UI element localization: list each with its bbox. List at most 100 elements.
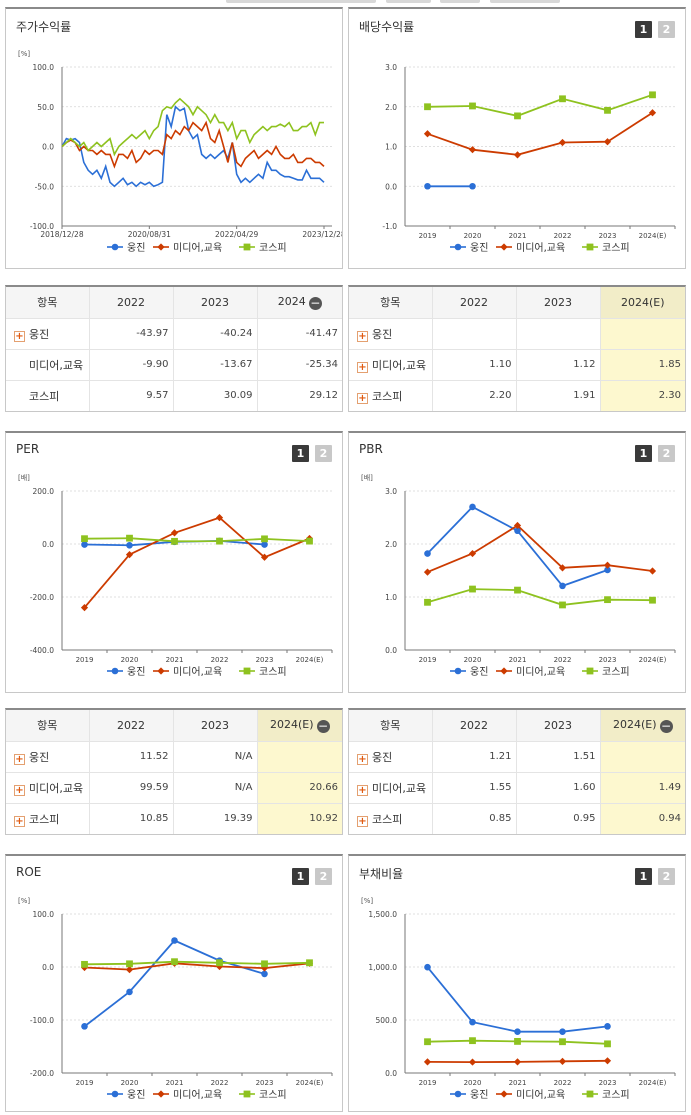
- legend-marker[interactable]: [454, 667, 462, 675]
- top-tab-4[interactable]: [490, 0, 560, 3]
- debt-ratio-data-point[interactable]: [604, 1023, 611, 1030]
- pbr-data-point[interactable]: [559, 582, 566, 590]
- top-tab-1[interactable]: [226, 0, 376, 3]
- dividend-yield-data-point[interactable]: [469, 102, 476, 110]
- dividend-yield-data-point[interactable]: [423, 130, 432, 138]
- legend-marker[interactable]: [111, 243, 119, 251]
- legend-marker[interactable]: [157, 667, 165, 675]
- pbr-data-point[interactable]: [423, 568, 432, 576]
- pbr-data-point[interactable]: [469, 503, 476, 511]
- legend-marker[interactable]: [586, 243, 594, 251]
- pbr-data-point[interactable]: [468, 549, 477, 558]
- per-data-point[interactable]: [306, 537, 313, 545]
- legend-marker[interactable]: [157, 1090, 165, 1098]
- roe-legend-item[interactable]: 미디어,교육: [153, 1089, 222, 1101]
- dividend-yield-data-point[interactable]: [424, 182, 431, 190]
- per-data-point[interactable]: [126, 534, 133, 542]
- dividend-yield-data-point[interactable]: [648, 109, 657, 117]
- debt-ratio-data-point[interactable]: [558, 1057, 567, 1065]
- expand-icon[interactable]: +: [357, 392, 368, 404]
- roe-legend-item[interactable]: 웅진: [107, 1089, 145, 1101]
- debt-ratio-legend-item[interactable]: 미디어,교육: [496, 1089, 565, 1101]
- debt-ratio-data-point[interactable]: [423, 1058, 432, 1066]
- legend-marker[interactable]: [243, 243, 251, 251]
- expand-icon[interactable]: +: [357, 330, 368, 342]
- roe-quarterly-button[interactable]: 2: [315, 868, 332, 885]
- expand-icon[interactable]: +: [357, 784, 368, 796]
- expand-icon[interactable]: +: [357, 361, 368, 373]
- debt-ratio-data-point[interactable]: [514, 1028, 521, 1035]
- pbr-data-point[interactable]: [514, 527, 521, 535]
- dividend-yield-data-point[interactable]: [468, 146, 477, 154]
- legend-marker[interactable]: [157, 243, 165, 251]
- dividend-yield-data-point[interactable]: [559, 95, 566, 103]
- debt-ratio-data-point[interactable]: [603, 1057, 612, 1065]
- roe-data-point[interactable]: [306, 959, 313, 967]
- per-annual-button[interactable]: 1: [292, 445, 309, 462]
- dividend-yield-data-point[interactable]: [558, 138, 567, 147]
- roe-annual-button[interactable]: 1: [292, 868, 309, 885]
- dividend-yield-legend-item[interactable]: 미디어,교육: [496, 242, 565, 254]
- per-data-point[interactable]: [215, 514, 224, 522]
- expand-icon[interactable]: +: [14, 753, 25, 765]
- roe-data-point[interactable]: [126, 960, 133, 968]
- expand-icon[interactable]: +: [357, 753, 368, 765]
- roe-data-point[interactable]: [261, 970, 268, 978]
- per-data-point[interactable]: [126, 542, 133, 549]
- debt-ratio-legend-item[interactable]: 웅진: [450, 1089, 488, 1101]
- legend-marker[interactable]: [586, 667, 594, 675]
- stock-return-legend-item[interactable]: 코스피: [239, 242, 287, 254]
- pbr-data-point[interactable]: [604, 566, 611, 574]
- dividend-yield-data-point[interactable]: [603, 138, 612, 146]
- debt-ratio-data-point[interactable]: [468, 1058, 477, 1066]
- roe-data-point[interactable]: [171, 937, 178, 944]
- per-legend-item[interactable]: 미디어,교육: [153, 666, 222, 678]
- pbr-legend-item[interactable]: 코스피: [582, 666, 630, 678]
- collapse-icon[interactable]: −: [316, 718, 330, 733]
- expand-icon[interactable]: +: [14, 815, 25, 827]
- pbr-quarterly-button[interactable]: 2: [658, 445, 675, 462]
- collapse-icon[interactable]: −: [659, 718, 673, 733]
- dividend-yield-data-point[interactable]: [424, 103, 431, 111]
- stock-return-legend-item[interactable]: 미디어,교육: [153, 242, 222, 254]
- pbr-data-point[interactable]: [648, 567, 657, 575]
- dividend-yield-data-point[interactable]: [514, 112, 521, 120]
- roe-data-point[interactable]: [216, 959, 223, 967]
- pbr-legend-item[interactable]: 미디어,교육: [496, 666, 565, 678]
- legend-marker[interactable]: [500, 1090, 508, 1098]
- per-legend-item[interactable]: 코스피: [239, 666, 287, 678]
- roe-data-point[interactable]: [81, 960, 88, 968]
- collapse-icon[interactable]: −: [308, 295, 322, 310]
- debt-ratio-quarterly-button[interactable]: 2: [658, 868, 675, 885]
- pbr-legend-item[interactable]: 웅진: [450, 666, 488, 678]
- dividend-yield-legend-item[interactable]: 웅진: [450, 242, 488, 254]
- debt-ratio-legend-item[interactable]: 코스피: [582, 1089, 630, 1101]
- legend-marker[interactable]: [243, 667, 251, 675]
- roe-data-point[interactable]: [261, 960, 268, 968]
- pbr-annual-button[interactable]: 1: [635, 445, 652, 462]
- debt-ratio-data-point[interactable]: [559, 1038, 566, 1046]
- per-data-point[interactable]: [261, 541, 268, 548]
- per-legend-item[interactable]: 웅진: [107, 666, 145, 678]
- debt-ratio-data-point[interactable]: [424, 963, 431, 971]
- pbr-data-point[interactable]: [514, 586, 521, 594]
- per-data-point[interactable]: [216, 537, 223, 545]
- legend-marker[interactable]: [454, 1090, 462, 1098]
- roe-legend-item[interactable]: 코스피: [239, 1089, 287, 1101]
- debt-ratio-annual-button[interactable]: 1: [635, 868, 652, 885]
- legend-marker[interactable]: [500, 243, 508, 251]
- per-data-point[interactable]: [81, 541, 88, 548]
- legend-marker[interactable]: [500, 667, 508, 675]
- per-data-point[interactable]: [80, 604, 89, 612]
- pbr-data-point[interactable]: [513, 521, 522, 530]
- debt-ratio-data-point[interactable]: [424, 1038, 431, 1046]
- dividend-yield-legend-item[interactable]: 코스피: [582, 242, 630, 254]
- pbr-data-point[interactable]: [649, 596, 656, 604]
- pbr-data-point[interactable]: [424, 598, 431, 606]
- expand-icon[interactable]: +: [14, 784, 25, 796]
- dividend-yield-data-point[interactable]: [469, 182, 476, 190]
- pbr-data-point[interactable]: [469, 585, 476, 593]
- per-data-point[interactable]: [81, 535, 88, 543]
- per-data-point[interactable]: [171, 537, 178, 545]
- pbr-data-point[interactable]: [424, 550, 431, 557]
